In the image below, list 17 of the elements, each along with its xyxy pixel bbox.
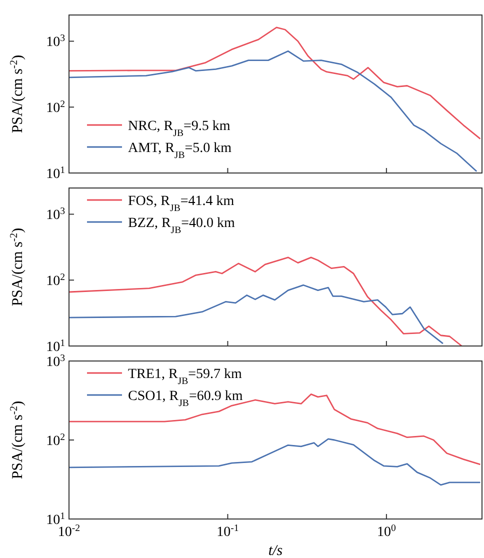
y-tick-label: 10$^{3}$ — [46, 32, 66, 50]
y-tick-label: 10$^{2}$ — [46, 432, 66, 449]
x-tick-label: 10$^{-1}$ — [216, 522, 239, 540]
y-tick-label: 10$^{3}$ — [46, 206, 66, 224]
x-axis-title: t/s — [268, 543, 283, 558]
y-tick-label: 10$^{2}$ — [46, 98, 66, 116]
y-tick-label: 10$^{1}$ — [46, 338, 66, 355]
legend-label: FOS, R$_{JB}$=41.4 km — [128, 194, 234, 214]
legend-label: CSO1, R$_{JB}$=60.9 km — [128, 389, 243, 408]
legend-label: AMT, R$_{JB}$=5.0 km — [128, 141, 232, 160]
legend-label: BZZ, R$_{JB}$=40.0 km — [128, 216, 236, 236]
legend-label: NRC, R$_{JB}$=9.5 km — [128, 119, 230, 138]
x-tick-label: 10$^{0}$ — [376, 522, 396, 540]
y-tick-label: 10$^{3}$ — [46, 352, 66, 370]
y-tick-label: 10$^{2}$ — [46, 272, 66, 290]
y-tick-label: 10$^{1}$ — [46, 164, 66, 182]
legend-label: TRE1, R$_{JB}$=59.7 km — [128, 367, 242, 386]
